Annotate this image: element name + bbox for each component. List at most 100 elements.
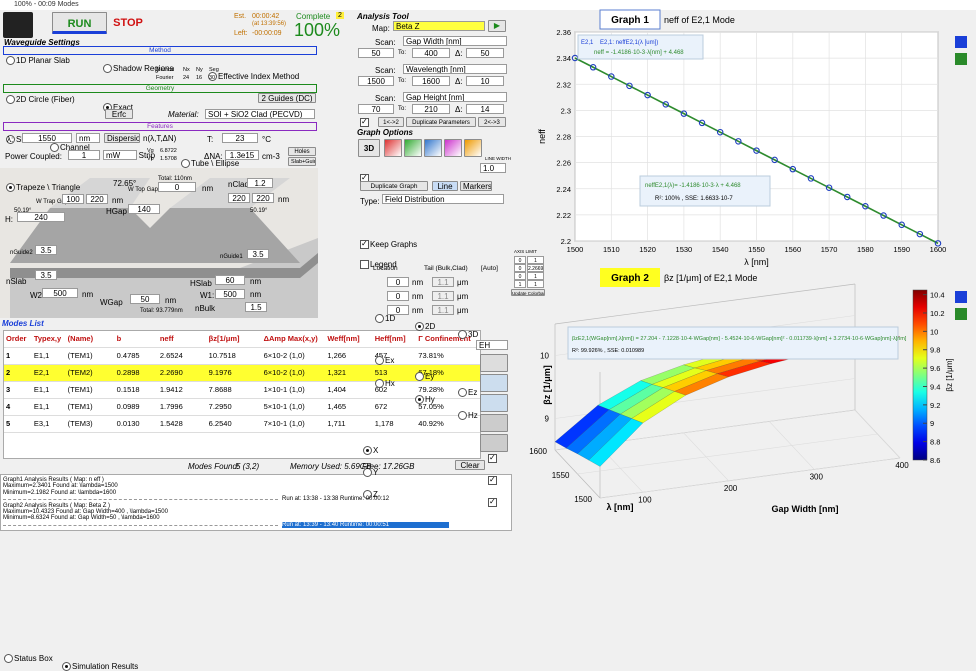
checkbox[interactable]: Legend [360,260,976,269]
input-box[interactable]: 1600 [412,76,450,86]
input-box[interactable]: 240 [17,212,65,222]
input-box[interactable]: 400 [412,48,450,58]
input-box[interactable]: 1 [527,280,544,288]
plot-style-icon[interactable] [424,139,442,157]
dropdown[interactable]: SOI + SiO2 Clad (PECVD) [205,109,315,119]
radio-selected[interactable]: X [363,446,976,455]
input-box[interactable]: 50 [358,48,394,58]
input-box[interactable]: 60 [215,275,245,285]
input-box[interactable]: 1.5 [245,302,267,312]
radio[interactable]: 3D [458,330,976,339]
button[interactable]: 3D [358,139,380,157]
input-box[interactable]: 0 [387,291,409,301]
input-box[interactable]: 0 [514,272,526,280]
radio[interactable]: Ez [458,388,976,397]
radio-selected[interactable]: 2D [415,322,976,331]
input-box[interactable]: 1 [527,256,544,264]
radio[interactable]: Effective Index Method [208,72,976,81]
graph2-toggle[interactable] [955,291,967,303]
dropdown[interactable]: 1.0 [480,163,506,173]
radio-selected[interactable]: Simulation Results [62,662,976,671]
list-nav[interactable] [480,414,508,432]
button[interactable]: 1<->2 [378,117,404,127]
plot-style-icon[interactable] [444,139,462,157]
input-box[interactable]: 210 [412,104,450,114]
list-nav[interactable] [480,354,508,372]
button[interactable]: Update Colorbar [511,289,545,296]
radio[interactable]: Hz [458,411,976,420]
button[interactable]: 2 Guides (DC) [258,93,316,103]
input-box[interactable]: 0 [387,277,409,287]
input-box[interactable]: 50 [130,294,160,304]
input-box[interactable]: 1 [527,272,544,280]
button[interactable]: Markers [460,181,492,191]
dropdown[interactable]: EH [476,340,508,350]
radio[interactable]: Ex [375,356,976,365]
button[interactable]: Duplicate Parameters [406,117,476,127]
radio[interactable]: Status Box [4,654,976,663]
input-box[interactable]: 140 [128,204,160,214]
list-nav[interactable] [480,374,508,392]
input-box[interactable]: 3.5 [35,245,57,255]
input-box[interactable]: 1.1 [432,291,454,301]
mode-row[interactable]: 1 E1,1 (TEM1) 0.4785 2.6524 10.7518 6×10-2 (1,… [4,347,480,365]
radio[interactable]: 2D Circle (Fiber) [6,95,976,104]
radio[interactable]: 1D [375,314,976,323]
button[interactable]: Holes [288,147,316,156]
input-box[interactable]: 500 [42,288,78,298]
input-box[interactable]: 220 [228,193,250,203]
graph2-check[interactable] [955,308,967,320]
input-box[interactable]: 70 [358,104,394,114]
input-box[interactable]: 10 [466,76,504,86]
checkbox-checked[interactable]: Keep Graphs [360,240,976,249]
radio-selected[interactable]: Trapeze \ Triangle [6,183,976,192]
dropdown[interactable]: Gap Height [nm] [403,92,507,102]
input-box[interactable]: 50 [466,48,504,58]
input-box[interactable]: 0 [387,305,409,315]
plot-style-icon[interactable] [404,139,422,157]
graph1-toggle[interactable] [955,36,967,48]
radio[interactable]: Hx [375,379,976,388]
input-box[interactable]: 500 [215,289,245,299]
radio[interactable]: Shadow Regions [103,64,976,73]
button[interactable]: Duplicate Graph [360,181,428,191]
input-box[interactable]: 1.2 [247,178,273,188]
button[interactable]: STOP [113,17,143,29]
mode-row[interactable]: 4 E1,1 (TEM1) 0.0989 1.7996 7.2950 5×10-1 (1,0… [4,398,480,416]
dropdown[interactable]: nm [76,133,100,143]
button[interactable]: Slab+Guides [288,157,316,166]
input-box[interactable]: 1.1 [432,277,454,287]
input-box[interactable]: 1550 [22,133,72,143]
radio[interactable]: Y [363,468,976,477]
run-analysis[interactable]: ▶ [488,20,506,32]
input-box[interactable]: 1.1 [432,305,454,315]
button[interactable]: Erfc [105,109,133,119]
plot-style-icon[interactable] [384,139,402,157]
radio[interactable]: 1D Planar Slab [6,56,976,65]
input-box[interactable]: 0 [514,256,526,264]
input-box[interactable]: 0 [158,182,196,192]
input-box[interactable]: 23 [222,133,258,143]
dropdown[interactable]: Gap Width [nm] [403,36,507,46]
input-box[interactable]: 1 [68,150,100,160]
mode-row[interactable]: 5 E3,1 (TEM3) 0.0130 1.5428 6.2540 7×10-1 (1,0… [4,415,480,433]
radio[interactable]: Z [363,490,976,499]
list-nav[interactable] [480,434,508,452]
input-box[interactable]: 220 [86,194,108,204]
button[interactable]: RUN [52,12,107,34]
input-box[interactable]: 0 [514,264,526,272]
input-box[interactable]: 1 [514,280,526,288]
input-box[interactable]: 3.5 [35,270,57,280]
list-nav[interactable] [480,394,508,412]
input-box[interactable]: 1500 [358,76,394,86]
radio-selected[interactable]: Hy [415,395,976,404]
input-box[interactable]: 14 [466,104,504,114]
input-box[interactable]: 100 [62,194,84,204]
input-box[interactable]: 1.3e15 [225,150,259,160]
mode-row[interactable]: 2 E2,1 (TEM2) 0.2898 2.2690 9.1976 6×10-2 (1,0… [4,364,480,382]
mode-row[interactable]: 3 E1,1 (TEM1) 0.1518 1.9412 7.8688 1×10-1 (1,0… [4,381,480,399]
dropdown[interactable]: Wavelength [nm] [403,64,507,74]
input-box[interactable]: 3.5 [247,249,269,259]
input-box[interactable]: 220 [252,193,274,203]
